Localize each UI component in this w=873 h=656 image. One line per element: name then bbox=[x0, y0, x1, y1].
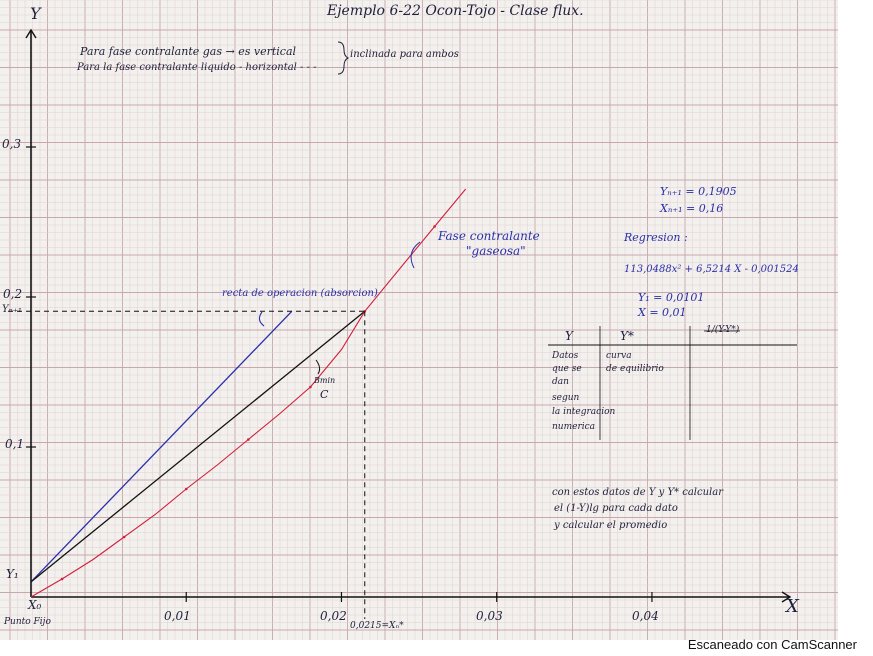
bmin-c-label: C bbox=[320, 388, 329, 401]
table-col1-line: segun bbox=[552, 393, 580, 403]
table-col1-line: dan bbox=[552, 377, 569, 387]
y-tick-label: 0,1 bbox=[5, 437, 25, 451]
x-tick-label: 0,02 bbox=[320, 609, 347, 623]
table-col1-line: numerica bbox=[552, 422, 596, 432]
x-value: X = 0,01 bbox=[638, 306, 687, 319]
equilibrium-point bbox=[60, 577, 64, 581]
table-header-integrand: 1/(Y-Y*) bbox=[706, 325, 740, 335]
y-axis-label: Y bbox=[30, 4, 41, 23]
equilibrium-curve bbox=[30, 188, 467, 598]
scanner-watermark: Escaneado con CamScanner bbox=[687, 637, 857, 652]
table-header-ystar: Y* bbox=[620, 329, 634, 343]
table-col2-line: curva bbox=[606, 351, 632, 361]
table-col1-line: la integracion bbox=[552, 407, 616, 417]
chart bbox=[0, 0, 838, 640]
equilibrium-point bbox=[247, 438, 250, 441]
x-axis-label: X bbox=[786, 596, 799, 617]
yn1-value: Yₙ₊₁ = 0,1905 bbox=[660, 185, 737, 198]
xn-marker-label: 0,0215=Xₙ* bbox=[350, 621, 404, 631]
xn1-value: Xₙ₊₁ = 0,16 bbox=[660, 202, 724, 215]
bmin-pointer bbox=[315, 359, 321, 375]
operation-line bbox=[30, 310, 293, 583]
yn1-label: Yₙ₊₁ bbox=[2, 304, 22, 315]
bmin-label: Bmin bbox=[314, 376, 336, 385]
note-liquid-phase: Para la fase contralante liquido - horiz… bbox=[77, 62, 317, 73]
equilibrium-point bbox=[122, 535, 126, 539]
origin-label: X₀ bbox=[28, 598, 42, 612]
origin-sub-label: Punto Fijo bbox=[4, 617, 51, 627]
equilibrium-point bbox=[309, 385, 312, 389]
equilibrium-label-2: "gaseosa" bbox=[466, 244, 526, 258]
calc-note-line: y calcular el promedio bbox=[554, 520, 668, 531]
operation-line-label: recta de operacion (absorcion) bbox=[222, 288, 378, 299]
equilibrium-point bbox=[184, 487, 188, 491]
x-axis-arrow bbox=[781, 591, 792, 603]
y-axis-arrow bbox=[25, 28, 37, 39]
x-tick-label: 0,03 bbox=[476, 609, 503, 623]
table-col1-line: Datos bbox=[552, 351, 579, 361]
notes-bracket bbox=[337, 41, 350, 75]
regression-equation: 113,0488x² + 6,5214 X - 0,001524 bbox=[624, 264, 799, 275]
page-title: Ejemplo 6-22 Ocon-Tojo - Clase flux. bbox=[327, 3, 584, 19]
equilibrium-label-1: Fase contralante bbox=[438, 229, 540, 243]
equilibrium-point bbox=[433, 225, 436, 228]
y-tick-label: 0,2 bbox=[3, 287, 23, 301]
x-tick-label: 0,04 bbox=[632, 609, 659, 623]
calc-note-line: el (1-Y)lg para cada dato bbox=[554, 503, 678, 514]
operation-line-pointer bbox=[258, 311, 265, 327]
graph-paper: Ejemplo 6-22 Ocon-Tojo - Clase flux. Par… bbox=[0, 0, 838, 640]
y1-label: Y₁ bbox=[6, 567, 19, 581]
y1-value: Y₁ = 0,0101 bbox=[638, 291, 705, 304]
y-tick-label: 0,3 bbox=[2, 137, 22, 151]
note-both: inclinada para ambos bbox=[350, 49, 459, 60]
table-col1-line: que se bbox=[552, 364, 582, 374]
regression-label: Regresion : bbox=[624, 231, 688, 244]
table-col2-line: de equilibrio bbox=[606, 364, 664, 374]
equilibrium-pointer bbox=[410, 241, 421, 269]
table-header-y: Y bbox=[565, 329, 573, 343]
note-gas-phase: Para fase contralante gas → es vertical bbox=[80, 45, 297, 58]
x-tick-label: 0,01 bbox=[164, 609, 191, 623]
calc-note-line: con estos datos de Y y Y* calcular bbox=[552, 487, 723, 498]
bmin-line bbox=[30, 310, 366, 583]
